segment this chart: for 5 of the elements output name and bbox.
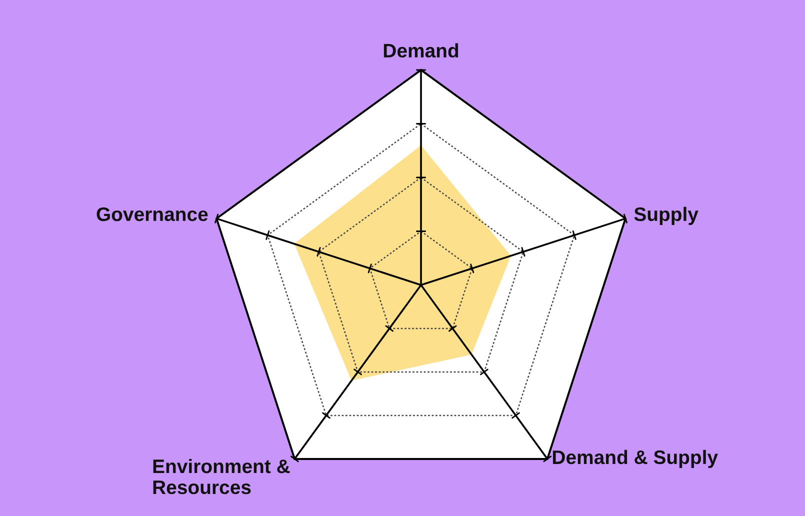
spoke-label: Governance [96,207,208,222]
spoke-label: Environment & Resources [153,458,290,494]
spoke-label: Demand & Supply [552,450,718,468]
spoke-label: Supply [634,206,698,225]
spoke-label: Demand [384,43,458,58]
